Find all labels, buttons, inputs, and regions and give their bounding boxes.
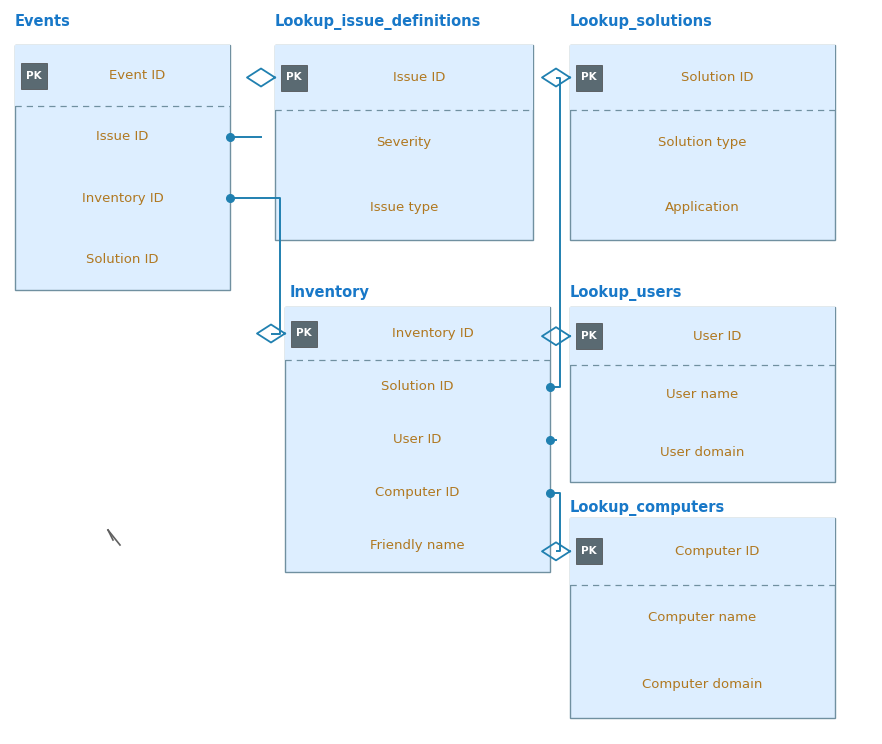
Text: Issue ID: Issue ID (96, 130, 149, 144)
Text: Event ID: Event ID (109, 69, 166, 82)
Text: PK: PK (286, 72, 302, 83)
FancyBboxPatch shape (570, 518, 835, 585)
FancyBboxPatch shape (275, 45, 533, 110)
Text: PK: PK (296, 329, 312, 339)
FancyBboxPatch shape (570, 307, 835, 482)
Text: User ID: User ID (693, 330, 742, 343)
Text: Application: Application (665, 201, 740, 214)
FancyBboxPatch shape (576, 65, 602, 91)
Text: Issue ID: Issue ID (392, 71, 445, 84)
Text: Inventory ID: Inventory ID (392, 327, 474, 340)
Text: User ID: User ID (393, 433, 442, 446)
FancyBboxPatch shape (570, 518, 835, 718)
Text: Solution ID: Solution ID (86, 253, 159, 266)
FancyBboxPatch shape (291, 321, 317, 347)
Text: Inventory ID: Inventory ID (82, 192, 163, 205)
FancyBboxPatch shape (576, 539, 602, 565)
Text: Computer name: Computer name (648, 612, 757, 624)
Text: Friendly name: Friendly name (370, 539, 465, 552)
FancyBboxPatch shape (15, 45, 230, 290)
Text: PK: PK (581, 546, 597, 557)
Text: Lookup_computers: Lookup_computers (570, 500, 725, 516)
Text: Inventory: Inventory (290, 285, 370, 300)
FancyBboxPatch shape (570, 307, 835, 365)
Text: Severity: Severity (377, 136, 431, 149)
FancyBboxPatch shape (281, 65, 307, 91)
FancyBboxPatch shape (275, 45, 533, 240)
Text: PK: PK (581, 72, 597, 83)
FancyBboxPatch shape (285, 307, 550, 572)
Text: Computer domain: Computer domain (642, 679, 763, 691)
FancyBboxPatch shape (570, 45, 835, 110)
Text: Lookup_users: Lookup_users (570, 285, 683, 301)
Text: Computer ID: Computer ID (376, 486, 460, 499)
Text: PK: PK (26, 71, 41, 80)
FancyBboxPatch shape (570, 45, 835, 240)
Text: Issue type: Issue type (370, 201, 438, 214)
Text: User name: User name (667, 388, 738, 401)
Text: Solution type: Solution type (658, 136, 747, 149)
Text: Events: Events (15, 14, 71, 29)
Text: Computer ID: Computer ID (676, 545, 759, 558)
Text: User domain: User domain (661, 446, 744, 459)
Text: Lookup_issue_definitions: Lookup_issue_definitions (275, 14, 482, 30)
Text: Solution ID: Solution ID (681, 71, 754, 84)
Text: PK: PK (581, 331, 597, 341)
FancyBboxPatch shape (21, 62, 47, 89)
FancyBboxPatch shape (576, 323, 602, 349)
FancyBboxPatch shape (285, 307, 550, 360)
FancyBboxPatch shape (15, 45, 230, 106)
Text: Solution ID: Solution ID (381, 380, 453, 393)
Text: Lookup_solutions: Lookup_solutions (570, 14, 713, 30)
